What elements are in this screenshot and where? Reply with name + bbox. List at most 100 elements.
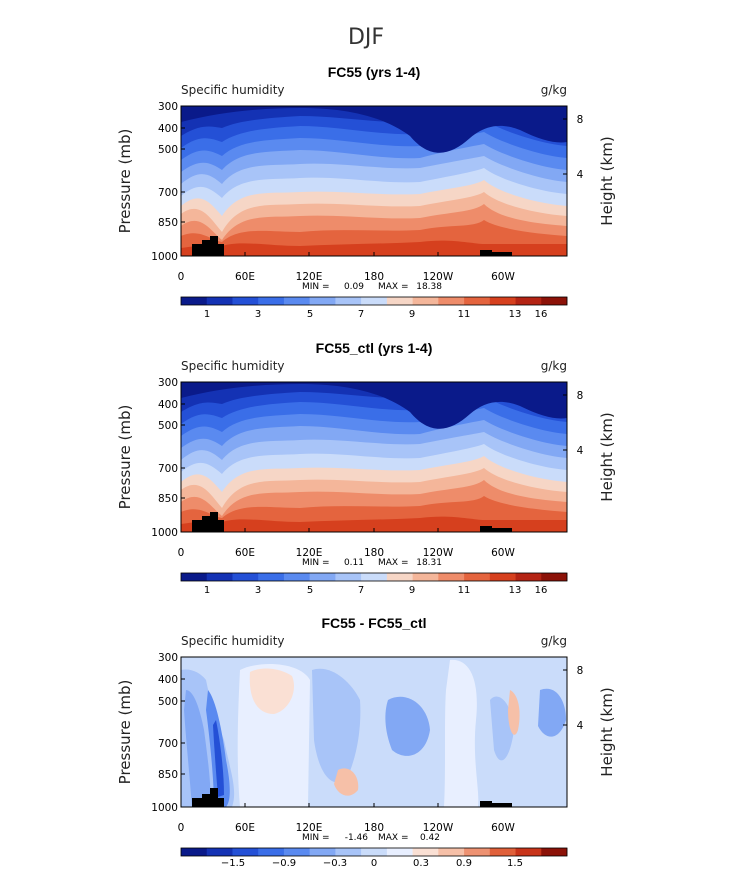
field-negative-region [184, 690, 211, 807]
colorbar-label: 7 [358, 585, 364, 596]
y2-tick-label: 8 [577, 665, 584, 677]
colorbar-swatch [515, 573, 542, 581]
colorbar-label: 0.3 [413, 858, 429, 869]
colorbar-swatch [386, 297, 413, 305]
colorbar-swatch [309, 573, 336, 581]
y-axis-right: 8 4 Height (km) [563, 665, 616, 777]
colorbar-frame [180, 572, 568, 582]
panel-difference: FC55 - FC55_ctl Specific humidity g/kg 3… [116, 615, 616, 869]
colorbar-label: 16 [535, 309, 548, 320]
colorbar-label: 0 [371, 858, 377, 869]
x-axis: 0 60E 120E 180 120W 60W [178, 803, 515, 834]
colorbar-swatch [361, 848, 388, 856]
colorbar-label: −0.3 [323, 858, 347, 869]
y-tick-label: 400 [158, 399, 178, 411]
colorbar-swatch [386, 848, 413, 856]
y2-tick-label: 8 [577, 114, 584, 126]
colorbar-swatch [541, 573, 568, 581]
min-value: -1.46 [345, 833, 369, 843]
y2-tick-label: 4 [577, 169, 584, 181]
colorbar-label: 11 [458, 585, 471, 596]
colorbar-swatch [412, 848, 439, 856]
topography [192, 788, 224, 807]
topography [192, 236, 224, 256]
max-label: MAX = [378, 558, 409, 568]
y-axis-title: Pressure (mb) [116, 405, 134, 510]
y-axis-title: Pressure (mb) [116, 680, 134, 785]
y-tick-label: 700 [158, 738, 178, 750]
colorbar-swatch [206, 297, 233, 305]
variable-label: Specific humidity [181, 359, 285, 373]
y2-tick-label: 4 [577, 445, 584, 457]
y2-axis-title: Height (km) [598, 687, 616, 776]
colorbar-swatch [489, 573, 516, 581]
field-band-3 [181, 382, 567, 429]
colorbar-swatch [283, 573, 310, 581]
x-tick-label: 60W [491, 547, 515, 559]
y-tick-label: 300 [158, 652, 178, 664]
x-tick-label: 120E [296, 547, 323, 559]
colorbar-swatch [464, 848, 491, 856]
colorbar-swatch [361, 573, 388, 581]
colorbar-swatch [232, 573, 259, 581]
colorbar-swatch [206, 848, 233, 856]
y-tick-label: 850 [158, 769, 178, 781]
colorbar-label: 1.5 [507, 858, 523, 869]
y-axis-left: 300 400 500 700 850 1000 Pressure (mb) [116, 377, 185, 539]
units-label: g/kg [541, 634, 567, 648]
y-axis-right: 8 4 Height (km) [563, 114, 616, 226]
colorbar-label: 9 [409, 585, 415, 596]
colorbar-label: 0.9 [456, 858, 472, 869]
x-tick-label: 60E [235, 271, 255, 283]
colorbar-swatch [232, 297, 259, 305]
colorbar-label: −1.5 [221, 858, 245, 869]
colorbar-swatch [541, 848, 568, 856]
y-tick-label: 500 [158, 144, 178, 156]
colorbar-swatch [283, 848, 310, 856]
colorbar-label: 13 [509, 309, 522, 320]
colorbar-swatch [181, 848, 208, 856]
min-label: MIN = [302, 833, 330, 843]
min-label: MIN = [302, 558, 330, 568]
y-tick-label: 400 [158, 123, 178, 135]
colorbar [180, 296, 568, 306]
y-axis-left: 300 400 500 700 850 1000 Pressure (mb) [116, 652, 185, 814]
colorbar [180, 572, 568, 582]
max-value: 18.31 [416, 558, 442, 568]
variable-label: Specific humidity [181, 83, 285, 97]
max-label: MAX = [378, 833, 409, 843]
panel-title: FC55 (yrs 1-4) [328, 64, 421, 80]
min-value: 0.09 [344, 282, 364, 292]
colorbar-swatch [412, 573, 439, 581]
colorbar-swatch [258, 573, 285, 581]
x-tick-label: 0 [178, 547, 185, 559]
y-tick-label: 500 [158, 696, 178, 708]
field-near-zero [444, 659, 479, 807]
field-negative-region [490, 696, 514, 761]
x-tick-label: 60E [235, 547, 255, 559]
variable-label: Specific humidity [181, 634, 285, 648]
x-tick-label: 120E [296, 271, 323, 283]
y-tick-label: 1000 [151, 527, 178, 539]
x-tick-label: 180 [364, 547, 384, 559]
colorbar-swatch [386, 573, 413, 581]
colorbar-labels: 1 3 5 7 9 11 13 16 [204, 585, 548, 596]
colorbar-label: 16 [535, 585, 548, 596]
y-tick-label: 850 [158, 493, 178, 505]
plot-area [181, 382, 567, 532]
min-max-readout: MIN = 0.09 MAX = 18.38 [302, 282, 442, 292]
field-negative-region [312, 668, 361, 783]
min-max-readout: MIN = 0.11 MAX = 18.31 [302, 558, 442, 568]
colorbar-label: 5 [307, 585, 313, 596]
colorbar-label: 9 [409, 309, 415, 320]
colorbar-swatch [206, 573, 233, 581]
colorbar-swatch [541, 297, 568, 305]
x-tick-label: 0 [178, 271, 185, 283]
panel-fc55-ctl: FC55_ctl (yrs 1-4) Specific humidity g/k… [116, 340, 616, 596]
units-label: g/kg [541, 83, 567, 97]
colorbar-swatch [309, 848, 336, 856]
y-axis-left: 300 400 500 700 850 1000 Pressure (mb) [116, 101, 185, 263]
colorbar-swatch [335, 297, 362, 305]
y-tick-label: 300 [158, 101, 178, 113]
